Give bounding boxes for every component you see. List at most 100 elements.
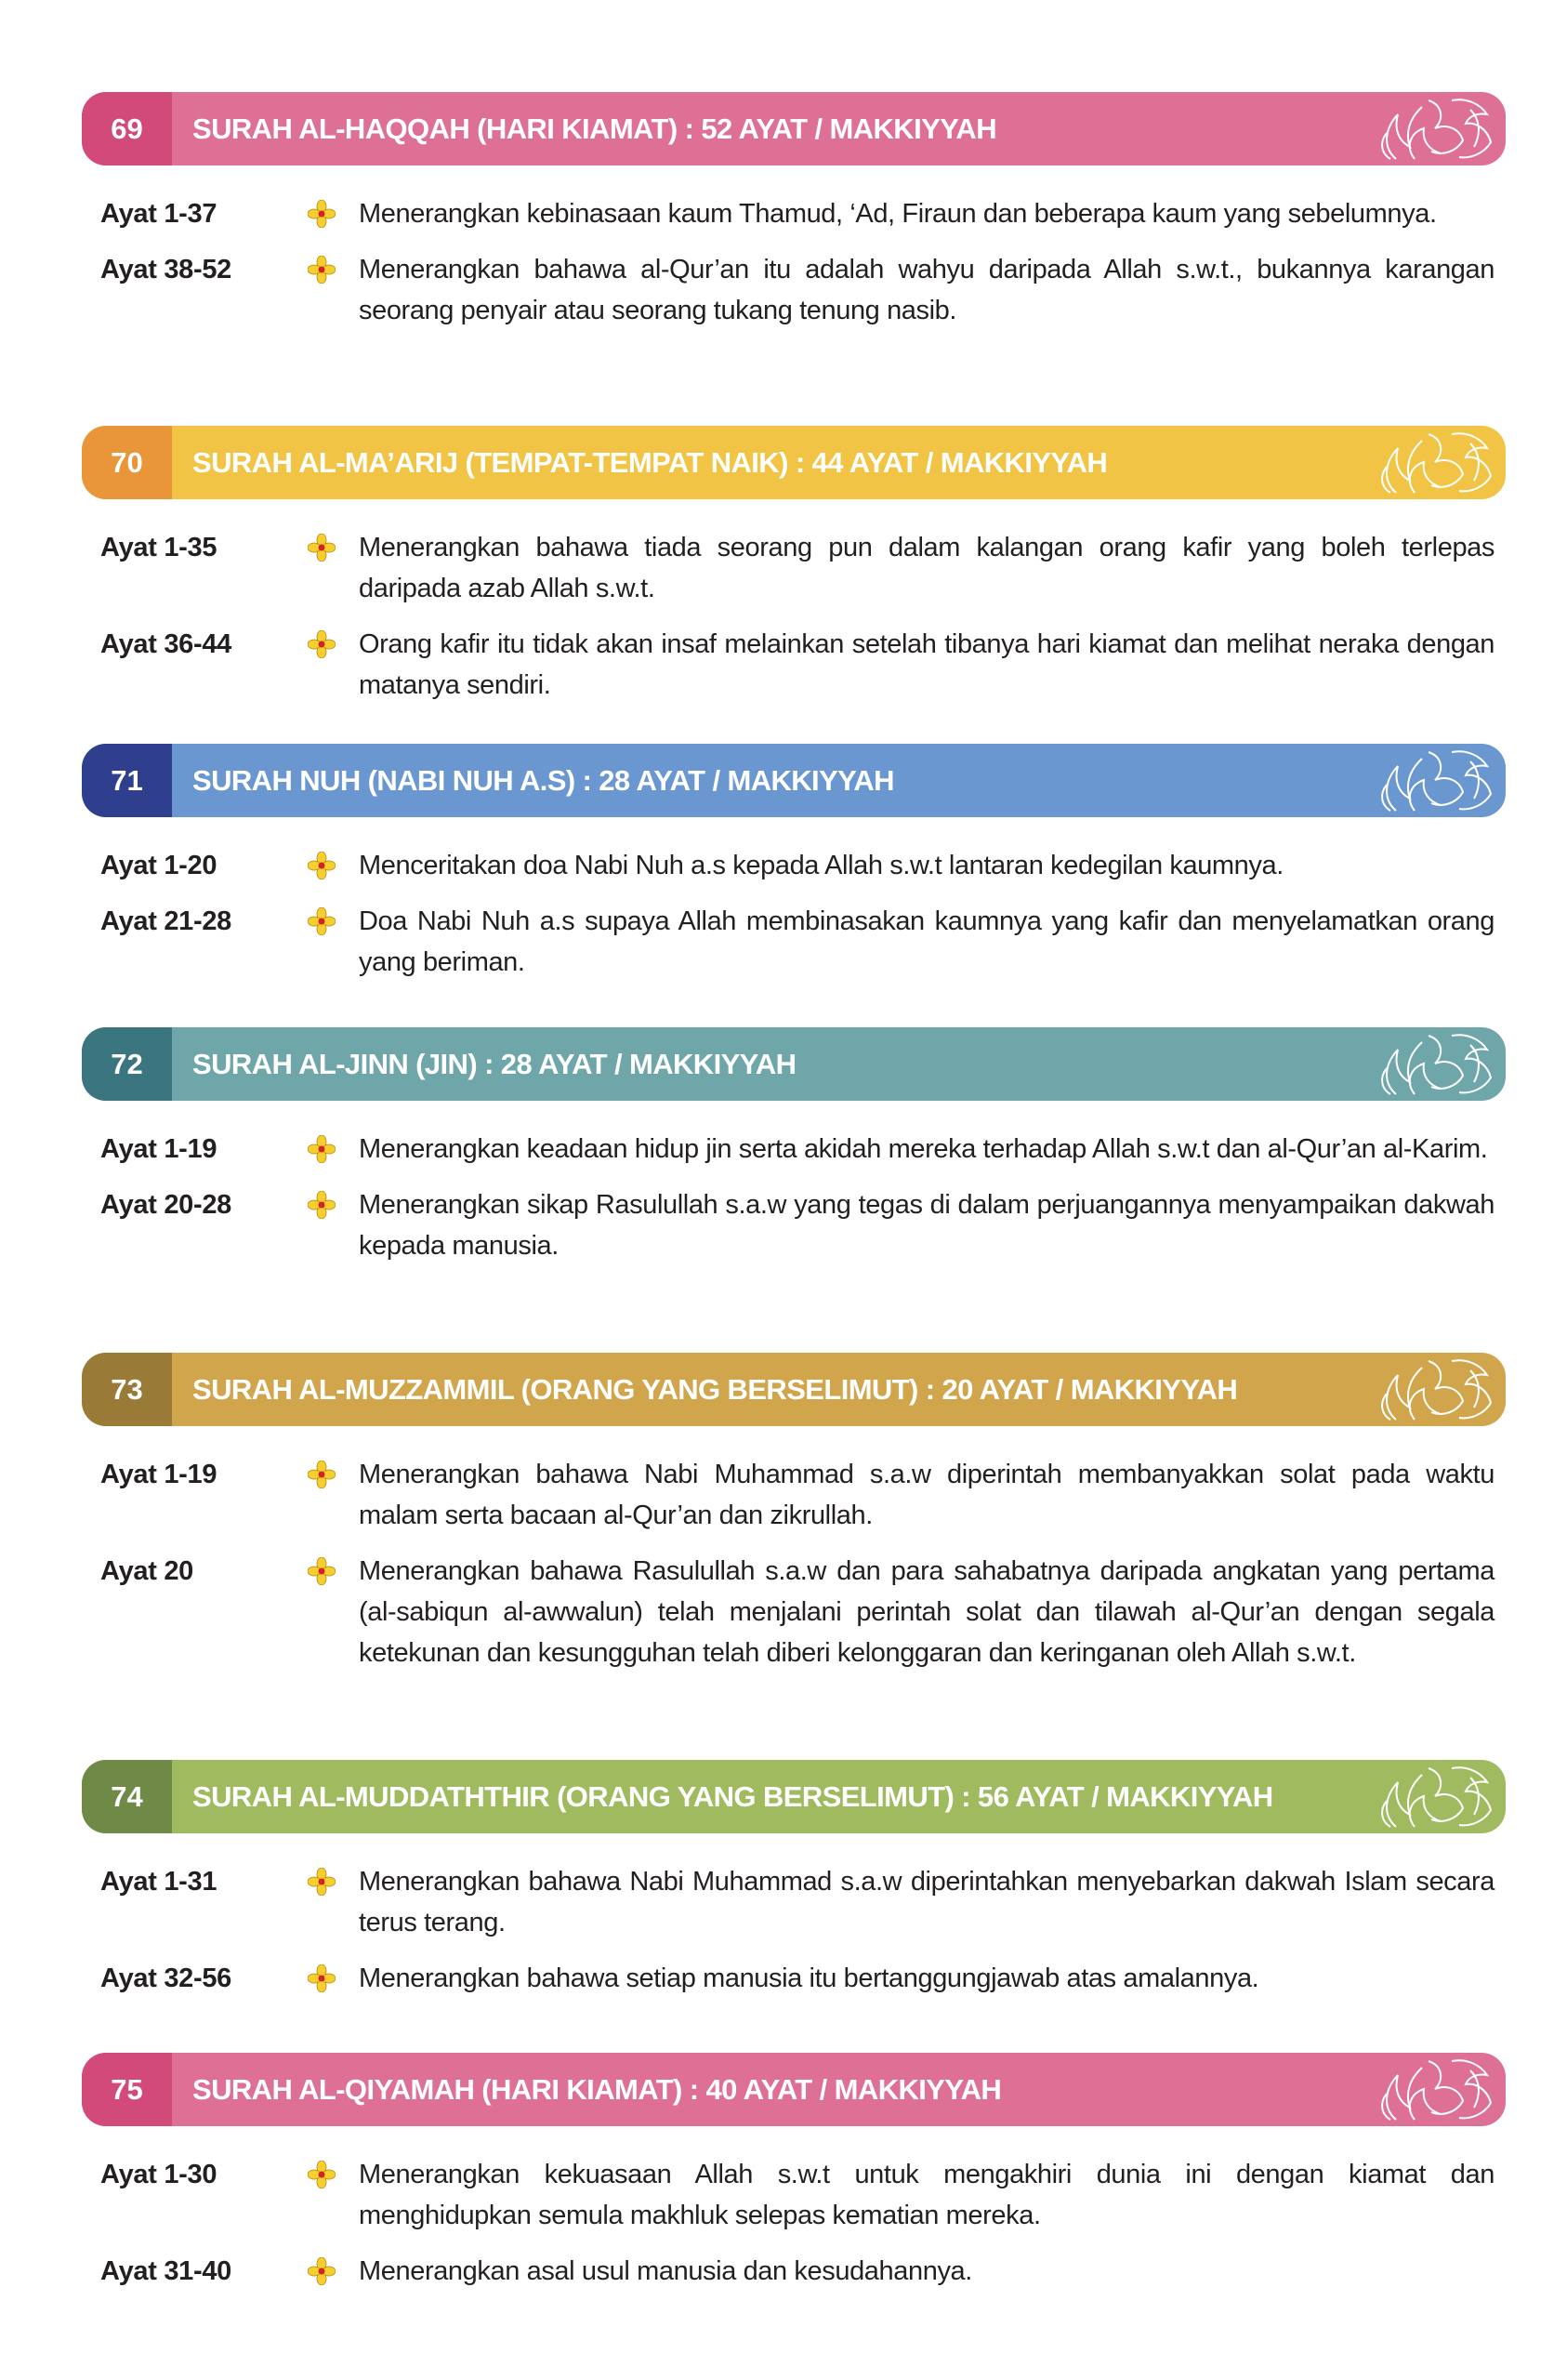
surah-section: 70 SURAH AL-MA’ARIJ (TEMPAT-TEMPAT NAIK) … xyxy=(82,426,1506,721)
ayat-row: Ayat 31-40 Menerangkan asal usul manusia … xyxy=(82,2251,1506,2292)
ayat-list: Ayat 1-37 Menerangkan kebinasaan kaum Tha… xyxy=(82,193,1506,331)
surah-title: SURAH AL-MUDDATHTHIR (ORANG YANG BERSELI… xyxy=(192,1779,1273,1813)
bullet xyxy=(308,527,339,568)
surah-number: 72 xyxy=(82,1027,172,1101)
surah-section: 74 SURAH AL-MUDDATHTHIR (ORANG YANG BERSE… xyxy=(82,1760,1506,2014)
ayat-description: Menerangkan bahawa setiap manusia itu be… xyxy=(359,1964,1259,1993)
flower-bullet-icon xyxy=(308,852,336,879)
bullet xyxy=(308,1551,339,1592)
surah-header: 70 SURAH AL-MA’ARIJ (TEMPAT-TEMPAT NAIK) … xyxy=(82,426,1506,499)
bullet xyxy=(308,1184,339,1225)
flower-bullet-icon xyxy=(308,1557,336,1585)
surah-title: SURAH AL-JINN (JIN) : 28 AYAT / MAKKIYYA… xyxy=(192,1047,797,1080)
flower-bullet-icon xyxy=(308,256,336,284)
surah-section: 75 SURAH AL-QIYAMAH (HARI KIAMAT) : 40 AY… xyxy=(82,2053,1506,2307)
bullet xyxy=(308,901,339,942)
ayat-description: Menerangkan kebinasaan kaum Thamud, ‘Ad,… xyxy=(359,199,1437,229)
bullet xyxy=(308,624,339,665)
floral-ornament-icon xyxy=(1381,2059,1493,2121)
ayat-range-label: Ayat 32-56 xyxy=(100,1964,232,1993)
floral-ornament-icon xyxy=(1381,99,1493,160)
ayat-list: Ayat 1-19 Menerangkan keadaan hidup jin s… xyxy=(82,1129,1506,1266)
surah-number: 69 xyxy=(82,92,172,165)
ayat-row: Ayat 1-35 Menerangkan bahawa tiada seoran… xyxy=(82,527,1506,609)
surah-title: SURAH AL-MA’ARIJ (TEMPAT-TEMPAT NAIK) : … xyxy=(192,445,1108,479)
surah-number: 71 xyxy=(82,744,172,817)
ayat-description: Menerangkan bahawa Nabi Muhammad s.a.w d… xyxy=(359,1460,1495,1530)
ayat-description: Orang kafir itu tidak akan insaf melaink… xyxy=(359,629,1495,700)
ayat-description: Menerangkan kekuasaan Allah s.w.t untuk … xyxy=(359,2160,1495,2230)
flower-bullet-icon xyxy=(308,2161,336,2188)
ayat-range-label: Ayat 1-35 xyxy=(100,533,217,562)
surah-header: 69 SURAH AL-HAQQAH (HARI KIAMAT) : 52 AYA… xyxy=(82,92,1506,165)
ayat-list: Ayat 1-35 Menerangkan bahawa tiada seoran… xyxy=(82,527,1506,706)
ayat-row: Ayat 1-19 Menerangkan bahawa Nabi Muhamma… xyxy=(82,1454,1506,1536)
bullet xyxy=(308,1958,339,1999)
surah-section: 72 SURAH AL-JINN (JIN) : 28 AYAT / MAKKIY… xyxy=(82,1027,1506,1281)
ayat-row: Ayat 1-19 Menerangkan keadaan hidup jin s… xyxy=(82,1129,1506,1170)
ayat-description: Menerangkan bahawa tiada seorang pun dal… xyxy=(359,533,1495,603)
floral-ornament-icon xyxy=(1381,750,1493,812)
surah-title: SURAH AL-MUZZAMMIL (ORANG YANG BERSELIMU… xyxy=(192,1372,1238,1406)
flower-bullet-icon xyxy=(308,630,336,658)
ayat-row: Ayat 1-31 Menerangkan bahawa Nabi Muhamma… xyxy=(82,1861,1506,1943)
ayat-row: Ayat 32-56 Menerangkan bahawa setiap manu… xyxy=(82,1958,1506,1999)
ayat-range-label: Ayat 21-28 xyxy=(100,906,232,936)
surah-section: 69 SURAH AL-HAQQAH (HARI KIAMAT) : 52 AYA… xyxy=(82,92,1506,346)
surah-section: 73 SURAH AL-MUZZAMMIL (ORANG YANG BERSELI… xyxy=(82,1353,1506,1688)
bullet xyxy=(308,845,339,886)
ayat-row: Ayat 1-20 Menceritakan doa Nabi Nuh a.s k… xyxy=(82,845,1506,886)
ayat-range-label: Ayat 1-19 xyxy=(100,1460,217,1489)
ayat-description: Menerangkan sikap Rasulullah s.a.w yang … xyxy=(359,1190,1495,1261)
ayat-range-label: Ayat 1-31 xyxy=(100,1867,217,1897)
surah-number: 73 xyxy=(82,1353,172,1426)
flower-bullet-icon xyxy=(308,534,336,562)
ayat-row: Ayat 20-28 Menerangkan sikap Rasulullah s… xyxy=(82,1184,1506,1266)
ayat-range-label: Ayat 36-44 xyxy=(100,629,232,659)
ayat-list: Ayat 1-20 Menceritakan doa Nabi Nuh a.s k… xyxy=(82,845,1506,983)
bullet xyxy=(308,2251,339,2292)
bullet xyxy=(308,2154,339,2195)
flower-bullet-icon xyxy=(308,1461,336,1488)
flower-bullet-icon xyxy=(308,1964,336,1992)
ayat-list: Ayat 1-19 Menerangkan bahawa Nabi Muhamma… xyxy=(82,1454,1506,1673)
floral-ornament-icon xyxy=(1381,432,1493,494)
flower-bullet-icon xyxy=(308,2257,336,2285)
flower-bullet-icon xyxy=(308,1191,336,1219)
bullet xyxy=(308,1454,339,1495)
ayat-range-label: Ayat 31-40 xyxy=(100,2256,232,2286)
surah-header: 73 SURAH AL-MUZZAMMIL (ORANG YANG BERSELI… xyxy=(82,1353,1506,1426)
ayat-list: Ayat 1-30 Menerangkan kekuasaan Allah s.w… xyxy=(82,2154,1506,2292)
flower-bullet-icon xyxy=(308,1135,336,1163)
ayat-range-label: Ayat 20 xyxy=(100,1556,193,1586)
ayat-row: Ayat 21-28 Doa Nabi Nuh a.s supaya Allah … xyxy=(82,901,1506,983)
ayat-range-label: Ayat 38-52 xyxy=(100,255,232,284)
surah-number: 74 xyxy=(82,1760,172,1833)
ayat-description: Menerangkan asal usul manusia dan kesuda… xyxy=(359,2256,972,2286)
ayat-description: Menceritakan doa Nabi Nuh a.s kepada All… xyxy=(359,851,1284,880)
surah-header: 75 SURAH AL-QIYAMAH (HARI KIAMAT) : 40 AY… xyxy=(82,2053,1506,2126)
ayat-row: Ayat 36-44 Orang kafir itu tidak akan ins… xyxy=(82,624,1506,706)
ayat-description: Doa Nabi Nuh a.s supaya Allah membinasak… xyxy=(359,906,1495,977)
ayat-description: Menerangkan bahawa Nabi Muhammad s.a.w d… xyxy=(359,1867,1495,1937)
surah-header: 71 SURAH NUH (NABI NUH A.S) : 28 AYAT / M… xyxy=(82,744,1506,817)
ayat-row: Ayat 1-37 Menerangkan kebinasaan kaum Tha… xyxy=(82,193,1506,234)
ayat-row: Ayat 38-52 Menerangkan bahawa al-Qur’an i… xyxy=(82,249,1506,331)
ayat-description: Menerangkan bahawa al-Qur’an itu adalah … xyxy=(359,255,1495,325)
ayat-range-label: Ayat 1-20 xyxy=(100,851,217,880)
floral-ornament-icon xyxy=(1381,1034,1493,1095)
ayat-description: Menerangkan keadaan hidup jin serta akid… xyxy=(359,1134,1488,1164)
bullet xyxy=(308,1861,339,1902)
surah-header: 72 SURAH AL-JINN (JIN) : 28 AYAT / MAKKIY… xyxy=(82,1027,1506,1101)
surah-section: 71 SURAH NUH (NABI NUH A.S) : 28 AYAT / M… xyxy=(82,744,1506,998)
ayat-range-label: Ayat 1-30 xyxy=(100,2160,217,2189)
ayat-row: Ayat 1-30 Menerangkan kekuasaan Allah s.w… xyxy=(82,2154,1506,2236)
surah-header: 74 SURAH AL-MUDDATHTHIR (ORANG YANG BERSE… xyxy=(82,1760,1506,1833)
flower-bullet-icon xyxy=(308,200,336,228)
bullet xyxy=(308,249,339,290)
surah-title: SURAH AL-QIYAMAH (HARI KIAMAT) : 40 AYAT… xyxy=(192,2072,1002,2106)
bullet xyxy=(308,1129,339,1170)
floral-ornament-icon xyxy=(1381,1766,1493,1828)
ayat-range-label: Ayat 20-28 xyxy=(100,1190,232,1220)
ayat-description: Menerangkan bahawa Rasulullah s.a.w dan … xyxy=(359,1556,1495,1668)
